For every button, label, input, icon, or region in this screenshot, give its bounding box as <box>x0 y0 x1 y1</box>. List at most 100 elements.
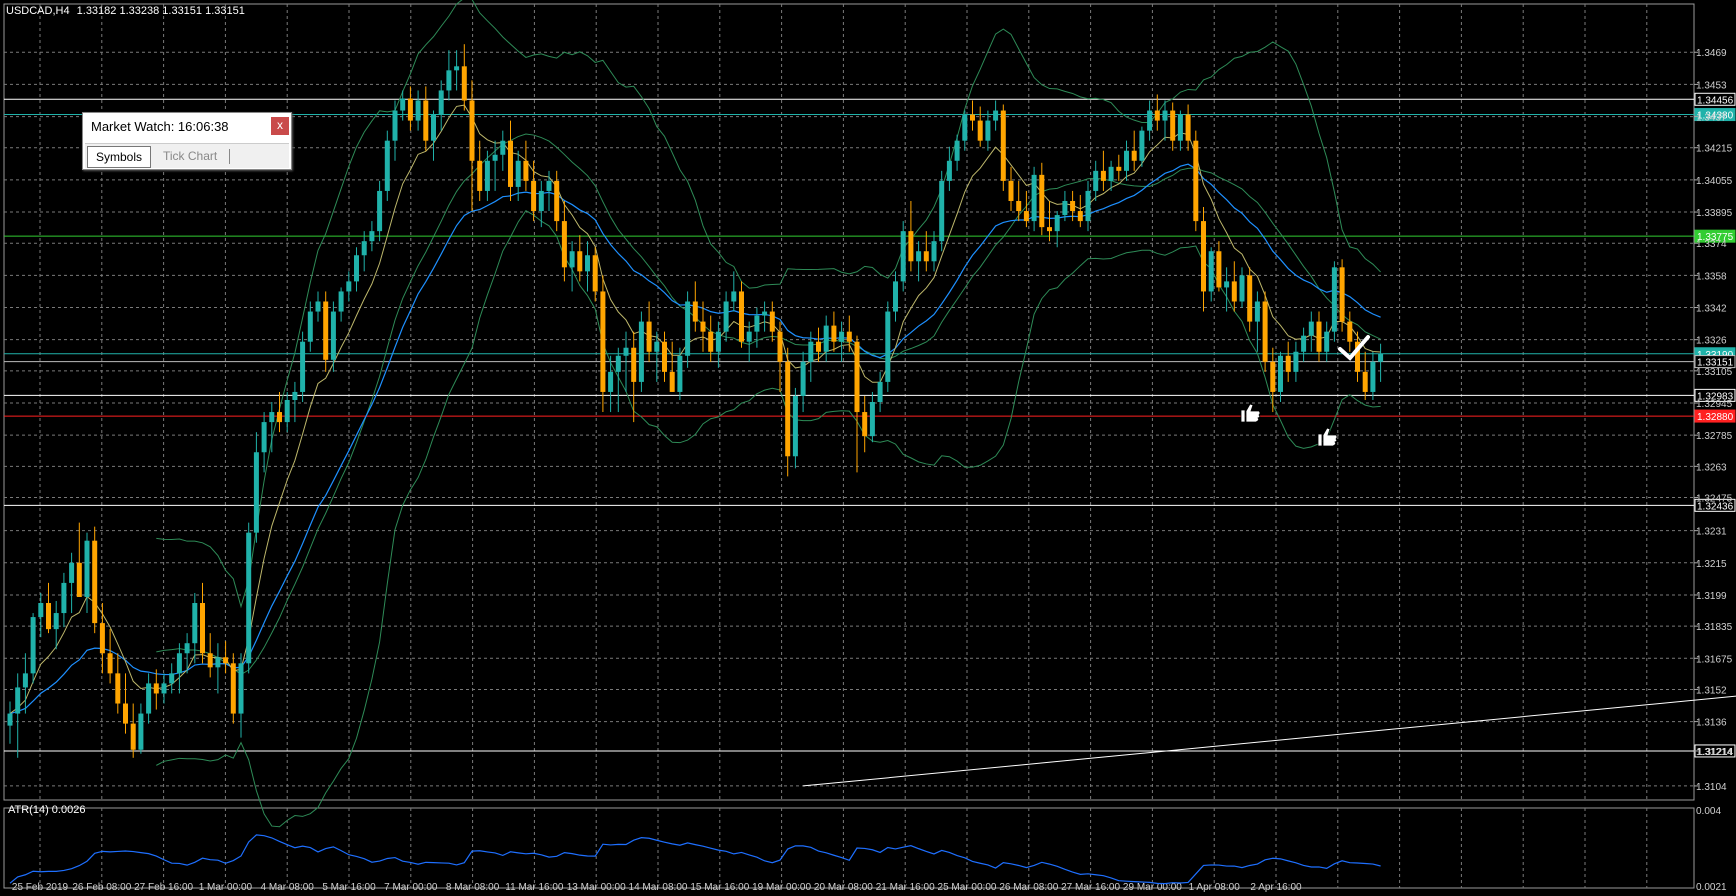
candle-body <box>1185 114 1191 141</box>
candle-body <box>30 617 36 674</box>
candle-body <box>885 311 891 382</box>
time-tick-label: 29 Mar 00:00 <box>1123 882 1182 893</box>
candle-body <box>484 160 490 191</box>
candle-body <box>908 231 914 262</box>
candle-body <box>1216 251 1222 288</box>
candle-body <box>1085 190 1091 222</box>
candle-body <box>1016 200 1022 212</box>
price-tick-label: 1.3342 <box>1696 304 1727 315</box>
candle-body <box>1116 166 1122 171</box>
price-tick-label: 1.32785 <box>1696 431 1733 442</box>
candle-body <box>762 311 768 316</box>
symbol-label: USDCAD,H4 1.33182 1.33238 1.33151 1.3315… <box>6 5 245 17</box>
candle-body <box>1378 353 1384 362</box>
candle-body <box>92 540 98 624</box>
market-watch-title: Market Watch: 16:06:38 <box>91 119 229 134</box>
price-tick-label: 1.3453 <box>1696 80 1727 91</box>
price-tick-label: 1.3437 <box>1696 113 1727 124</box>
candle-body <box>615 355 621 372</box>
candle-body <box>631 347 637 382</box>
candle-body <box>1278 355 1283 392</box>
candle-body <box>823 325 829 352</box>
candle-body <box>253 452 259 533</box>
candle-body <box>1262 301 1268 362</box>
price-tick-label: 1.33895 <box>1696 208 1733 219</box>
candle-body <box>846 331 852 342</box>
level-label: 1.33775 <box>1697 232 1734 243</box>
candle-body <box>715 331 721 352</box>
time-tick-label: 2 Apr 16:00 <box>1250 882 1302 893</box>
candle-body <box>1039 174 1045 228</box>
candle-body <box>107 653 113 674</box>
candle-body <box>900 231 906 282</box>
level-label: 1.34456 <box>1697 95 1734 106</box>
bollinger-middle-line <box>156 133 1381 676</box>
time-tick-label: 1 Mar 00:00 <box>199 882 253 893</box>
candle-body <box>46 603 51 630</box>
candle-body <box>400 98 406 111</box>
candle-body <box>839 331 845 342</box>
candle-body <box>646 321 652 352</box>
candle-body <box>377 190 383 232</box>
candle-body <box>1154 110 1160 121</box>
candle-body <box>130 723 136 750</box>
candle-body <box>1108 166 1114 181</box>
candle-body <box>192 603 198 644</box>
chart-frame <box>3 3 1695 801</box>
candle-body <box>115 673 121 704</box>
candle-body <box>431 114 436 141</box>
candle-body <box>600 291 606 392</box>
candle-body <box>446 70 452 91</box>
candle-body <box>1224 281 1230 288</box>
trendline <box>803 695 1736 787</box>
atr-label: ATR(14) 0.0026 <box>8 804 85 816</box>
candle-body <box>1201 221 1206 292</box>
candle-body <box>954 140 960 161</box>
candle-body <box>608 371 614 392</box>
time-axis[interactable]: 25 Feb 2019 26 Feb 08:00 27 Feb 16:00 1 Mar… <box>12 882 1302 893</box>
candle-body <box>746 331 752 342</box>
candle-body <box>469 100 475 161</box>
candle-body <box>677 355 683 392</box>
candle-body <box>292 391 298 400</box>
time-tick-label: 26 Mar 08:00 <box>999 882 1058 893</box>
candle-body <box>508 140 513 187</box>
candle-body <box>146 683 152 714</box>
candle-body <box>1347 321 1353 342</box>
market-watch-window[interactable]: Market Watch: 16:06:38 x Symbols Tick Ch… <box>82 112 292 170</box>
candle-body <box>53 613 59 630</box>
candle-body <box>330 311 336 360</box>
candle-body <box>816 341 821 352</box>
candle-body <box>1362 371 1368 392</box>
time-tick-label: 21 Mar 16:00 <box>876 882 935 893</box>
candle-body <box>454 66 460 71</box>
candle-body <box>869 402 875 437</box>
checkmark-icon <box>1338 335 1370 361</box>
candle-body <box>685 301 691 356</box>
price-axis[interactable]: 1.3469 1.3453 1.3437 1.34215 1.34055 1.33895 1… <box>1694 48 1733 793</box>
candle-body <box>946 160 952 181</box>
candle-body <box>585 255 590 272</box>
candle-body <box>731 291 737 302</box>
candle-body <box>777 331 783 362</box>
candle-body <box>315 301 321 312</box>
candle-body <box>1324 331 1330 352</box>
candle-body <box>577 251 583 272</box>
candle-body <box>1193 140 1199 222</box>
candlestick-series <box>7 44 1384 758</box>
tab-symbols[interactable]: Symbols <box>87 146 152 168</box>
tab-divider <box>229 149 230 164</box>
candle-body <box>692 301 698 322</box>
candle-body <box>785 361 791 457</box>
candle-body <box>993 110 999 121</box>
tab-tick-chart[interactable]: Tick Chart <box>163 149 218 163</box>
candle-body <box>238 663 244 714</box>
candle-body <box>1177 114 1183 141</box>
level-label-box <box>1694 388 1736 402</box>
candle-body <box>69 562 75 583</box>
candle-body <box>215 657 221 668</box>
candle-body <box>300 341 306 392</box>
candle-body <box>361 241 367 256</box>
close-button[interactable]: x <box>271 117 289 135</box>
